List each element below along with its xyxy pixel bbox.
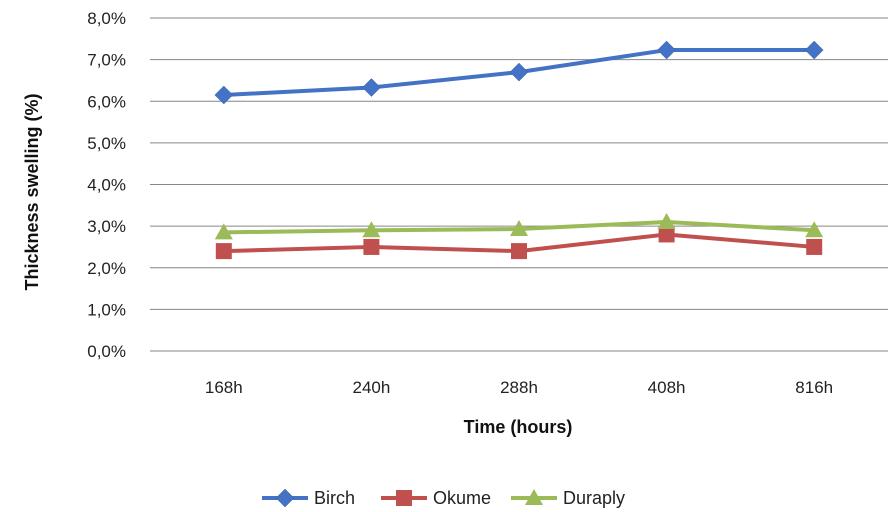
data-point-birch [362, 78, 381, 97]
x-tick-label: 408h [648, 378, 686, 397]
y-tick-label: 0,0% [87, 342, 126, 361]
data-point-okume [363, 238, 380, 255]
x-tick-label: 168h [205, 378, 243, 397]
y-axis-title: Thickness swelling (%) [22, 93, 42, 290]
gridlines [150, 17, 888, 352]
y-tick-label: 6,0% [87, 92, 126, 111]
legend-item-birch: Birch [262, 488, 355, 508]
series-okume [215, 226, 823, 260]
data-point-birch [214, 85, 234, 105]
legend-label-okume: Okume [433, 488, 491, 508]
x-axis-ticks: 168h 240h 288h 408h 816h [205, 378, 833, 397]
legend-item-okume: Okume [381, 488, 491, 508]
legend-label-duraply: Duraply [563, 488, 625, 508]
data-point-okume [215, 243, 232, 260]
y-tick-label: 4,0% [87, 176, 126, 195]
data-point-birch [657, 40, 676, 60]
x-tick-label: 816h [795, 378, 833, 397]
y-tick-label: 7,0% [87, 51, 126, 70]
legend-label-birch: Birch [314, 488, 355, 508]
y-axis-ticks: 0,0% 1,0% 2,0% 3,0% 4,0% 5,0% 6,0% 7,0% 8,0% [87, 9, 126, 361]
y-tick-label: 3,0% [87, 217, 126, 236]
legend-item-duraply: Duraply [511, 488, 625, 508]
data-point-birch [804, 40, 824, 60]
legend-marker-okume [396, 490, 412, 506]
y-tick-label: 1,0% [87, 300, 126, 319]
data-point-duraply [362, 221, 381, 238]
data-point-birch [509, 62, 529, 82]
data-point-duraply [657, 212, 676, 229]
y-tick-label: 2,0% [87, 259, 126, 278]
data-point-okume [658, 226, 675, 243]
series-birch [214, 40, 824, 105]
x-axis-title: Time (hours) [464, 417, 573, 437]
legend-marker-duraply [525, 489, 543, 505]
data-point-duraply [214, 223, 233, 240]
series-group [214, 40, 824, 260]
series-duraply [214, 212, 824, 240]
legend-marker-birch [275, 488, 295, 508]
x-tick-label: 288h [500, 378, 538, 397]
data-point-okume [806, 238, 823, 255]
y-tick-label: 8,0% [87, 9, 126, 28]
data-point-duraply [805, 221, 824, 238]
y-tick-label: 5,0% [87, 134, 126, 153]
x-tick-label: 240h [352, 378, 390, 397]
data-point-duraply [510, 220, 528, 237]
data-point-okume [511, 243, 527, 260]
legend: Birch Okume Duraply [262, 488, 625, 508]
